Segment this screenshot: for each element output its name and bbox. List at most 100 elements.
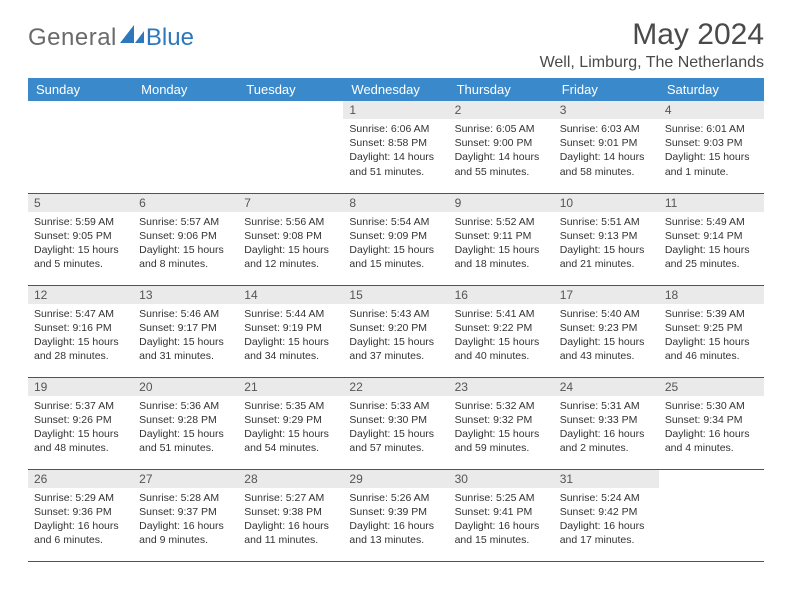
calendar-cell: 14Sunrise: 5:44 AMSunset: 9:19 PMDayligh… (238, 285, 343, 377)
day-number: 16 (449, 286, 554, 304)
day-number: 4 (659, 101, 764, 119)
sunset-text: Sunset: 9:11 PM (455, 229, 548, 243)
sunset-text: Sunset: 8:58 PM (349, 136, 442, 150)
day-info: Sunrise: 5:44 AMSunset: 9:19 PMDaylight:… (244, 307, 337, 364)
sunset-text: Sunset: 9:00 PM (455, 136, 548, 150)
day-number: 2 (449, 101, 554, 119)
sunset-text: Sunset: 9:28 PM (139, 413, 232, 427)
daylight-text: Daylight: 15 hours and 5 minutes. (34, 243, 127, 271)
sunset-text: Sunset: 9:41 PM (455, 505, 548, 519)
daylight-text: Daylight: 15 hours and 59 minutes. (455, 427, 548, 455)
sunset-text: Sunset: 9:37 PM (139, 505, 232, 519)
calendar-cell: 10Sunrise: 5:51 AMSunset: 9:13 PMDayligh… (554, 193, 659, 285)
calendar-cell: 25Sunrise: 5:30 AMSunset: 9:34 PMDayligh… (659, 377, 764, 469)
day-number: 27 (133, 470, 238, 488)
sunrise-text: Sunrise: 5:36 AM (139, 399, 232, 413)
daylight-text: Daylight: 15 hours and 54 minutes. (244, 427, 337, 455)
sunrise-text: Sunrise: 5:28 AM (139, 491, 232, 505)
daylight-text: Daylight: 16 hours and 9 minutes. (139, 519, 232, 547)
calendar-cell: 16 Sunrise: 5:41 AMSunset: 9:22 PMDayligh… (449, 285, 554, 377)
calendar-cell: 26Sunrise: 5:29 AMSunset: 9:36 PMDayligh… (28, 469, 133, 561)
day-number: 12 (28, 286, 133, 304)
day-info: Sunrise: 5:46 AMSunset: 9:17 PMDaylight:… (139, 307, 232, 364)
day-info: Sunrise: 5:49 AMSunset: 9:14 PMDaylight:… (665, 215, 758, 272)
sunset-text: Sunset: 9:22 PM (455, 321, 548, 335)
day-info: Sunrise: 6:03 AMSunset: 9:01 PMDaylight:… (560, 122, 653, 179)
daylight-text: Daylight: 15 hours and 40 minutes. (455, 335, 548, 363)
sunrise-text: Sunrise: 5:59 AM (34, 215, 127, 229)
daylight-text: Daylight: 15 hours and 8 minutes. (139, 243, 232, 271)
sunset-text: Sunset: 9:42 PM (560, 505, 653, 519)
sunset-text: Sunset: 9:05 PM (34, 229, 127, 243)
sunset-text: Sunset: 9:16 PM (34, 321, 127, 335)
day-number: 13 (133, 286, 238, 304)
calendar-cell: 30Sunrise: 5:25 AMSunset: 9:41 PMDayligh… (449, 469, 554, 561)
day-number: 23 (449, 378, 554, 396)
dayname-header: Thursday (449, 78, 554, 101)
day-info: Sunrise: 5:31 AMSunset: 9:33 PMDaylight:… (560, 399, 653, 456)
daylight-text: Daylight: 15 hours and 57 minutes. (349, 427, 442, 455)
sunset-text: Sunset: 9:33 PM (560, 413, 653, 427)
calendar-table: SundayMondayTuesdayWednesdayThursdayFrid… (28, 78, 764, 562)
sunset-text: Sunset: 9:34 PM (665, 413, 758, 427)
calendar-cell: 15Sunrise: 5:43 AMSunset: 9:20 PMDayligh… (343, 285, 448, 377)
sunrise-text: Sunrise: 5:57 AM (139, 215, 232, 229)
sunset-text: Sunset: 9:32 PM (455, 413, 548, 427)
daylight-text: Daylight: 16 hours and 11 minutes. (244, 519, 337, 547)
calendar-head: SundayMondayTuesdayWednesdayThursdayFrid… (28, 78, 764, 101)
calendar-week: 26Sunrise: 5:29 AMSunset: 9:36 PMDayligh… (28, 469, 764, 561)
calendar-cell-empty (238, 101, 343, 193)
daylight-text: Daylight: 14 hours and 58 minutes. (560, 150, 653, 178)
sunrise-text: Sunrise: 5:24 AM (560, 491, 653, 505)
sunrise-text: Sunrise: 5:54 AM (349, 215, 442, 229)
sunrise-text: Sunrise: 6:05 AM (455, 122, 548, 136)
month-title: May 2024 (540, 18, 764, 52)
sunset-text: Sunset: 9:09 PM (349, 229, 442, 243)
sunrise-text: Sunrise: 5:46 AM (139, 307, 232, 321)
sunrise-text: Sunrise: 5:51 AM (560, 215, 653, 229)
day-info: Sunrise: 5:41 AMSunset: 9:22 PMDaylight:… (455, 307, 548, 364)
day-number: 18 (659, 286, 764, 304)
brand-logo: General Blue (28, 24, 194, 52)
daylight-text: Daylight: 15 hours and 34 minutes. (244, 335, 337, 363)
calendar-cell: 31Sunrise: 5:24 AMSunset: 9:42 PMDayligh… (554, 469, 659, 561)
day-info: Sunrise: 5:36 AMSunset: 9:28 PMDaylight:… (139, 399, 232, 456)
sunrise-text: Sunrise: 5:30 AM (665, 399, 758, 413)
day-info: Sunrise: 5:35 AMSunset: 9:29 PMDaylight:… (244, 399, 337, 456)
sunrise-text: Sunrise: 5:47 AM (34, 307, 127, 321)
sunrise-text: Sunrise: 5:44 AM (244, 307, 337, 321)
day-info: Sunrise: 5:52 AMSunset: 9:11 PMDaylight:… (455, 215, 548, 272)
day-number: 7 (238, 194, 343, 212)
calendar-cell: 28Sunrise: 5:27 AMSunset: 9:38 PMDayligh… (238, 469, 343, 561)
day-info: Sunrise: 5:24 AMSunset: 9:42 PMDaylight:… (560, 491, 653, 548)
calendar-cell: 7 Sunrise: 5:56 AMSunset: 9:08 PMDaylight… (238, 193, 343, 285)
day-info: Sunrise: 5:56 AMSunset: 9:08 PMDaylight:… (244, 215, 337, 272)
day-number: 11 (659, 194, 764, 212)
day-info: Sunrise: 5:40 AMSunset: 9:23 PMDaylight:… (560, 307, 653, 364)
day-number: 15 (343, 286, 448, 304)
calendar-cell: 1Sunrise: 6:06 AMSunset: 8:58 PMDaylight… (343, 101, 448, 193)
sunset-text: Sunset: 9:08 PM (244, 229, 337, 243)
day-number: 24 (554, 378, 659, 396)
sunrise-text: Sunrise: 5:26 AM (349, 491, 442, 505)
sunset-text: Sunset: 9:19 PM (244, 321, 337, 335)
sunset-text: Sunset: 9:29 PM (244, 413, 337, 427)
daylight-text: Daylight: 16 hours and 6 minutes. (34, 519, 127, 547)
dayname-header: Tuesday (238, 78, 343, 101)
day-info: Sunrise: 6:06 AMSunset: 8:58 PMDaylight:… (349, 122, 442, 179)
calendar-week: 5Sunrise: 5:59 AMSunset: 9:05 PMDaylight… (28, 193, 764, 285)
calendar-cell: 5Sunrise: 5:59 AMSunset: 9:05 PMDaylight… (28, 193, 133, 285)
dayname-header: Friday (554, 78, 659, 101)
sunset-text: Sunset: 9:13 PM (560, 229, 653, 243)
sunset-text: Sunset: 9:26 PM (34, 413, 127, 427)
day-info: Sunrise: 5:30 AMSunset: 9:34 PMDaylight:… (665, 399, 758, 456)
sunset-text: Sunset: 9:25 PM (665, 321, 758, 335)
daylight-text: Daylight: 14 hours and 55 minutes. (455, 150, 548, 178)
day-info: Sunrise: 5:25 AMSunset: 9:41 PMDaylight:… (455, 491, 548, 548)
day-number: 28 (238, 470, 343, 488)
calendar-cell: 19Sunrise: 5:37 AMSunset: 9:26 PMDayligh… (28, 377, 133, 469)
calendar-cell: 27 Sunrise: 5:28 AMSunset: 9:37 PMDayligh… (133, 469, 238, 561)
sunrise-text: Sunrise: 6:01 AM (665, 122, 758, 136)
daylight-text: Daylight: 15 hours and 43 minutes. (560, 335, 653, 363)
daylight-text: Daylight: 16 hours and 15 minutes. (455, 519, 548, 547)
